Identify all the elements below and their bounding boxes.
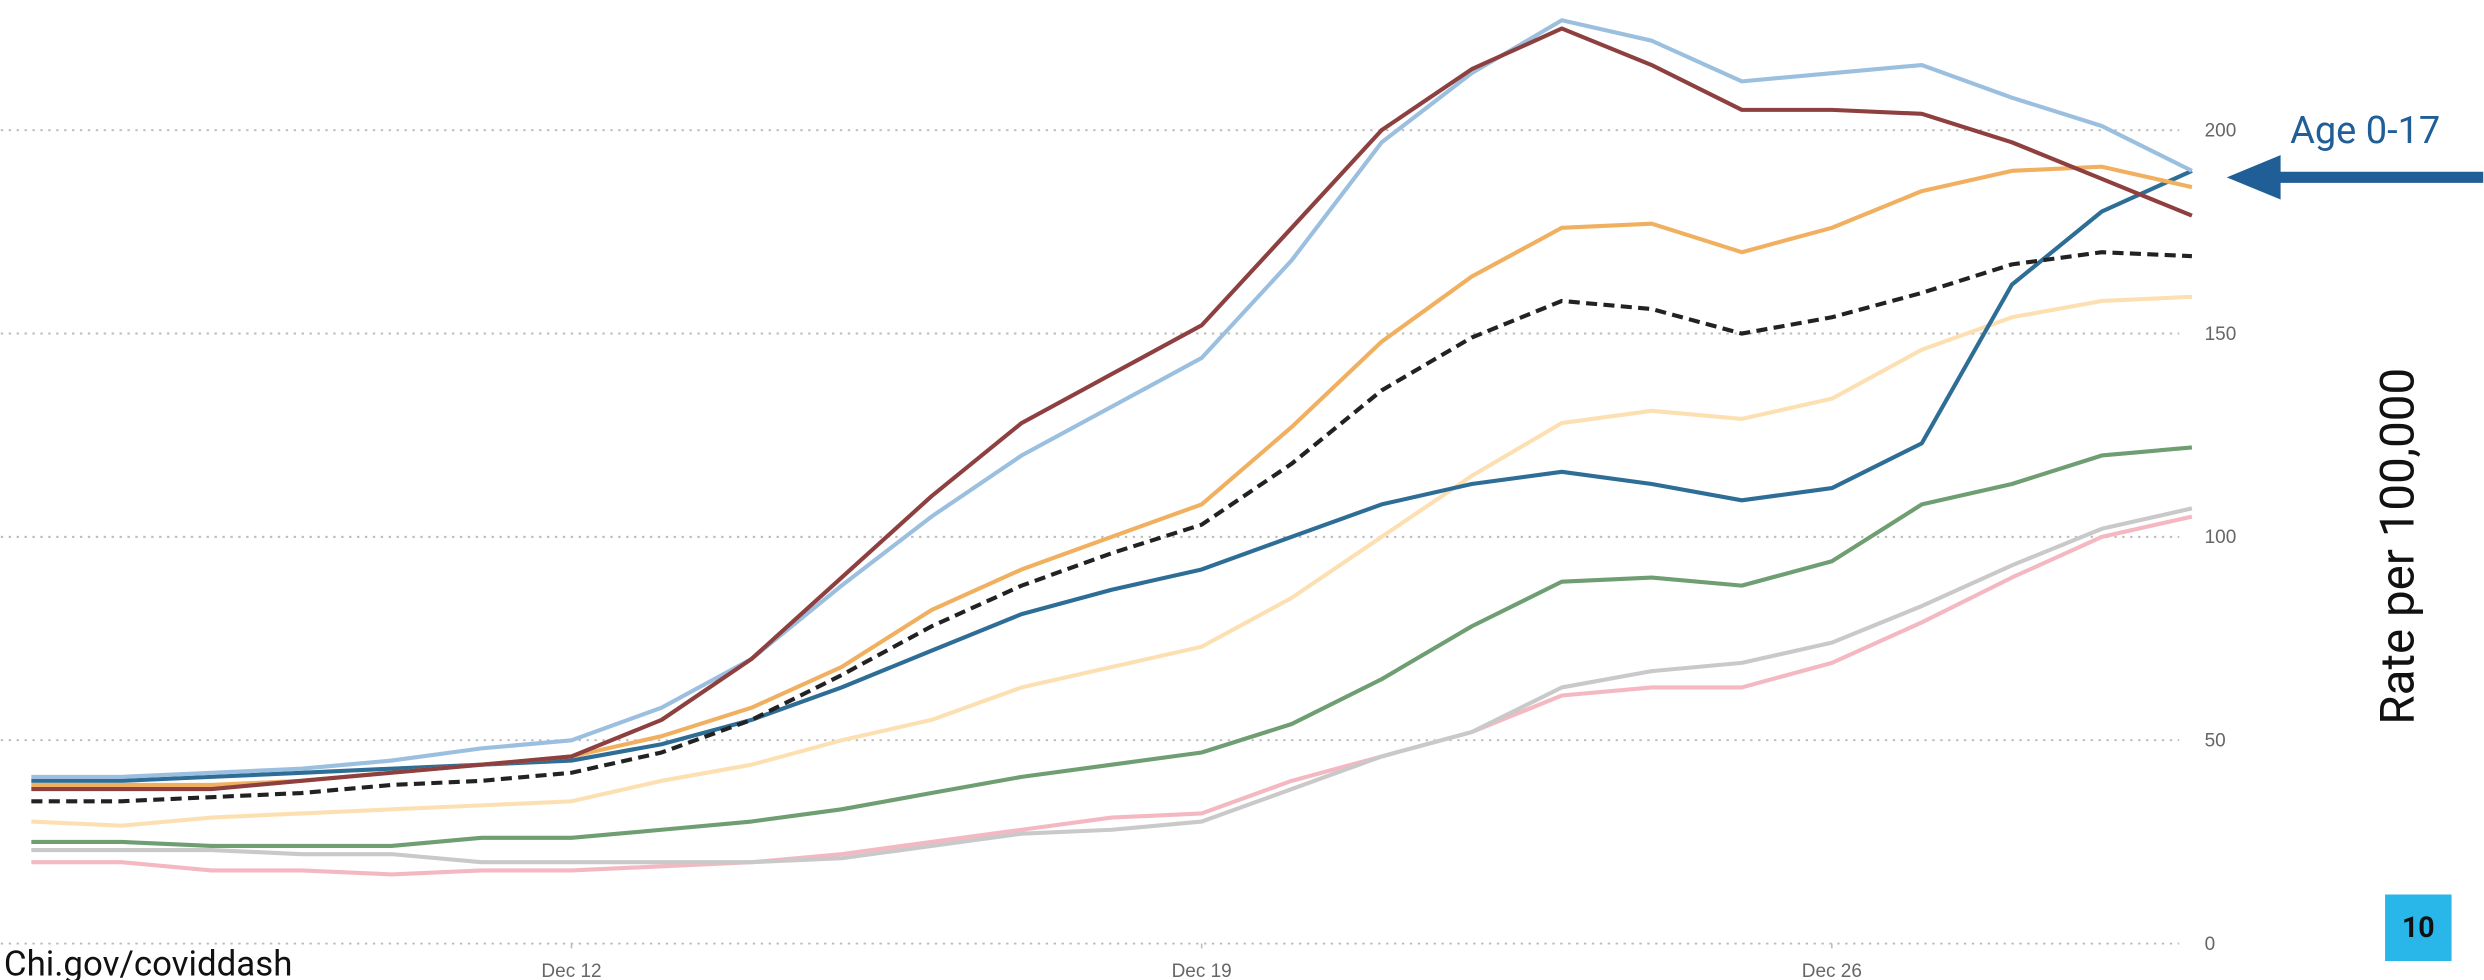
y-tick-label: 50 (2205, 731, 2226, 752)
lines (31, 18, 2193, 877)
series-line (31, 168, 2193, 783)
arrow-head (2226, 155, 2281, 200)
page-number: 10 (2402, 911, 2435, 944)
series-line (31, 164, 2193, 788)
y-tick-label: 200 (2205, 120, 2237, 141)
series-line (31, 294, 2193, 828)
series-line (31, 18, 2193, 779)
annotation: Age 0-17 (2290, 109, 2440, 153)
series-line (31, 26, 2193, 792)
y-tick-label: 0 (2205, 934, 2216, 955)
page-badge (2385, 894, 2452, 962)
x-tick-label: Dec 19 (1172, 961, 1232, 980)
series-line (31, 445, 2193, 848)
y-axis-label: Rate per 100,000 (2369, 368, 2425, 725)
series-line (31, 506, 2193, 865)
x-tick-label: Dec 12 (541, 961, 601, 980)
grid: 0 50 100 150 200 Dec 12 Dec 19 Dec 26 (0, 120, 2237, 980)
source: Chi.gov/coviddash (4, 943, 292, 980)
annotation-arrow (2226, 155, 2484, 200)
y-tick-label: 100 (2205, 527, 2237, 548)
series-line (31, 250, 2193, 804)
y-tick-label: 150 (2205, 324, 2237, 345)
x-tick-label: Dec 26 (1802, 961, 1862, 980)
series-line (31, 514, 2193, 877)
